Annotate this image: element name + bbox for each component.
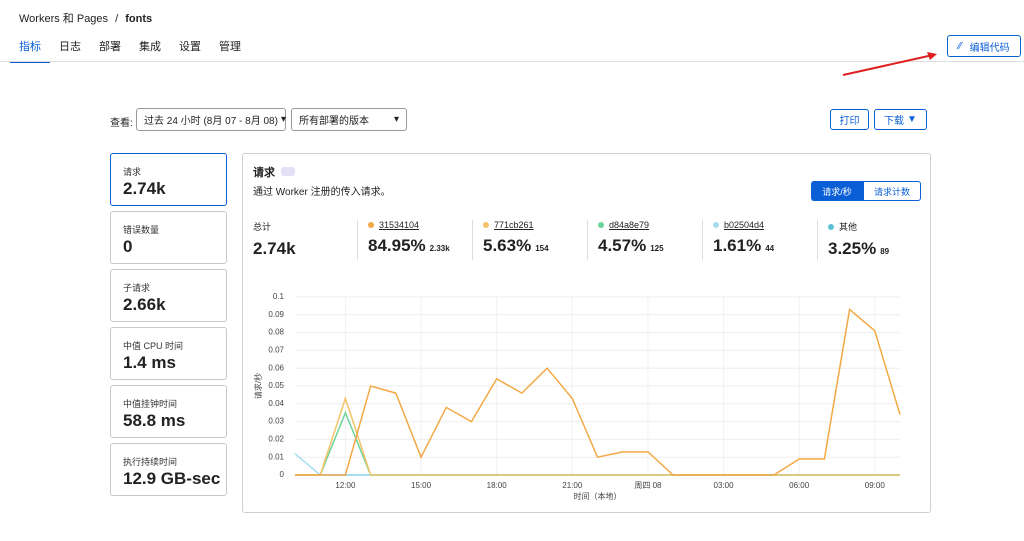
legend-name: b02504d4 [724, 220, 765, 230]
count: 154 [535, 244, 549, 253]
percent: 1.61% [713, 236, 762, 255]
metric-card[interactable]: 中值挂钟时间 58.8 ms [110, 385, 227, 438]
legend-name: d84a8e79 [609, 220, 650, 230]
metric-value: 2.74k [123, 179, 166, 198]
count: 89 [880, 247, 890, 256]
annotation-arrow [842, 52, 937, 76]
legend-entry[interactable]: 其他 [828, 220, 889, 233]
legend-entry[interactable]: b02504d4 [713, 220, 774, 230]
button-label: 下载 [884, 116, 905, 127]
toggle: 请求/秒 请求计数 [811, 181, 921, 201]
percent: 4.57% [598, 236, 647, 255]
metric-card[interactable]: 错误数量 0 [110, 211, 227, 264]
summary-row: 3.25% 89 [828, 239, 889, 259]
breadcrumb-parent[interactable]: Workers 和 Pages [19, 13, 109, 25]
metric-value: 58.8 ms [123, 411, 186, 430]
legend-entry[interactable]: 31534104 [368, 220, 450, 230]
toggle-option[interactable]: 请求计数 [863, 181, 921, 201]
summary-row: 5.63% 154 [483, 236, 549, 256]
metric-card[interactable]: 子请求 2.66k [110, 269, 227, 322]
summary-item: 31534104 84.95% 2.33k [357, 220, 450, 260]
metric-card[interactable]: 中值 CPU 时间 1.4 ms [110, 327, 227, 380]
metric-card[interactable]: 执行持续时间 12.9 GB-sec [110, 443, 227, 496]
legend-entry[interactable]: d84a8e79 [598, 220, 664, 230]
legend-entry[interactable]: 771cb261 [483, 220, 549, 230]
metric-label: 中值 CPU 时间 [123, 341, 184, 351]
panel-title: 请求 [253, 167, 275, 179]
tab[interactable]: 指标 [10, 38, 50, 63]
summary-row: 1.61% 44 [713, 236, 774, 256]
legend-dot [713, 222, 719, 228]
filter-label: 查看: [110, 118, 133, 129]
version-text: 所有部署的版本 [299, 116, 369, 127]
metric-value: 0 [123, 237, 133, 256]
legend-dot [368, 222, 374, 228]
legend-name: 771cb261 [494, 220, 534, 230]
legend-dot [598, 222, 604, 228]
panel [242, 153, 931, 513]
tab[interactable]: 日志 [59, 41, 81, 53]
button-label: 编辑代码 [969, 42, 1010, 54]
metric-label: 执行持续时间 [123, 457, 178, 467]
panel-title-row: 请求 [253, 164, 295, 180]
panel-subtitle: 通过 Worker 注册的传入请求。 [253, 187, 391, 198]
tabs: 指标 日志 部署 集成 设置 管理 [10, 38, 250, 63]
summary-label: 总计 [253, 222, 272, 232]
print-button[interactable]: 打印 [830, 109, 869, 130]
badge [281, 167, 295, 176]
percent: 3.25% [828, 239, 877, 258]
legend-dot [828, 224, 834, 230]
percent: 5.63% [483, 236, 532, 255]
summary-item: 总计 2.74k [253, 220, 296, 260]
count: 125 [650, 244, 664, 253]
summary-item: 771cb261 5.63% 154 [472, 220, 549, 260]
tab[interactable]: 管理 [219, 41, 241, 53]
summary-item: 其他 3.25% 89 [817, 220, 889, 260]
breadcrumb-current: fonts [125, 13, 153, 25]
separator: / [115, 13, 119, 25]
metric-label: 中值挂钟时间 [123, 399, 178, 409]
summary-row: 84.95% 2.33k [368, 236, 450, 256]
metric-value: 2.66k [123, 295, 166, 314]
tab[interactable]: 集成 [139, 41, 161, 53]
divider [0, 61, 1024, 62]
legend-name: 其他 [839, 222, 858, 232]
summary-value: 2.74k [253, 239, 296, 258]
metric-value: 12.9 GB-sec [123, 469, 221, 488]
metric-card[interactable]: 请求 2.74k [110, 153, 227, 206]
toggle-option[interactable]: 请求/秒 [811, 181, 863, 201]
download-button[interactable]: 下载 ▼ [874, 109, 927, 130]
metric-value: 1.4 ms [123, 353, 176, 372]
count: 44 [765, 244, 775, 253]
version-select[interactable]: 所有部署的版本 ▾ [291, 108, 407, 131]
metric-label: 请求 [123, 167, 142, 177]
breadcrumb: Workers 和 Pages / fonts [19, 10, 152, 26]
legend-name: 31534104 [379, 220, 420, 230]
summary-item: b02504d4 1.61% 44 [702, 220, 774, 260]
range-select[interactable]: 过去 24 小时 (8月 07 - 8月 08) ▾ [136, 108, 286, 131]
tab[interactable]: 设置 [179, 41, 201, 53]
tab[interactable]: 部署 [99, 41, 121, 53]
count: 2.33k [429, 244, 450, 253]
edit-code-button[interactable]: ⁄⁄ 编辑代码 [947, 35, 1021, 57]
metric-label: 错误数量 [123, 225, 160, 235]
summary-row: 4.57% 125 [598, 236, 664, 256]
metric-label: 子请求 [123, 283, 151, 293]
range-text: 过去 24 小时 (8月 07 - 8月 08) [144, 116, 278, 127]
percent: 84.95% [368, 236, 426, 255]
legend-dot [483, 222, 489, 228]
summary-item: d84a8e79 4.57% 125 [587, 220, 664, 260]
